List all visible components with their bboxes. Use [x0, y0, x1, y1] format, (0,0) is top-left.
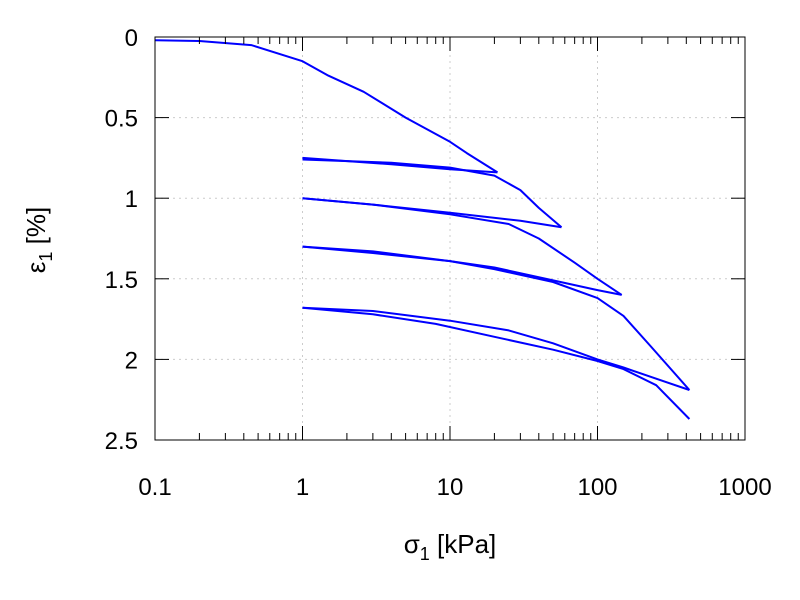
x-tick-label: 10	[437, 474, 464, 501]
x-tick-label: 1	[296, 474, 309, 501]
series-line-virgin-loading	[154, 39, 499, 174]
series-line-reload-2	[302, 197, 623, 296]
y-tick-label: 2.5	[105, 428, 138, 455]
series-line-unload-4	[302, 306, 690, 391]
x-tick-label: 0.1	[138, 474, 171, 501]
series-line-reload-3	[302, 245, 691, 391]
y-tick-label: 0.5	[105, 106, 138, 133]
y-tick-label: 0	[125, 25, 138, 52]
y-tick-label: 1.5	[105, 267, 138, 294]
series-line-reload-1	[302, 158, 563, 228]
grid	[155, 37, 745, 440]
ticks: 0.1 1 10 100 1000 0 0.5 1 1.5 2 2.5	[105, 25, 772, 501]
y-tick-label: 2	[125, 347, 138, 374]
x-axis-label: σ1 [kPa]	[404, 529, 497, 564]
y-axis-label: ε1 [%]	[21, 207, 56, 273]
series-group	[154, 39, 691, 420]
series-line-reload-4	[302, 306, 691, 420]
y-tick-label: 1	[125, 186, 138, 213]
x-tick-label: 100	[577, 474, 617, 501]
series-line-unload-3	[302, 245, 622, 296]
x-tick-label: 1000	[718, 474, 771, 501]
